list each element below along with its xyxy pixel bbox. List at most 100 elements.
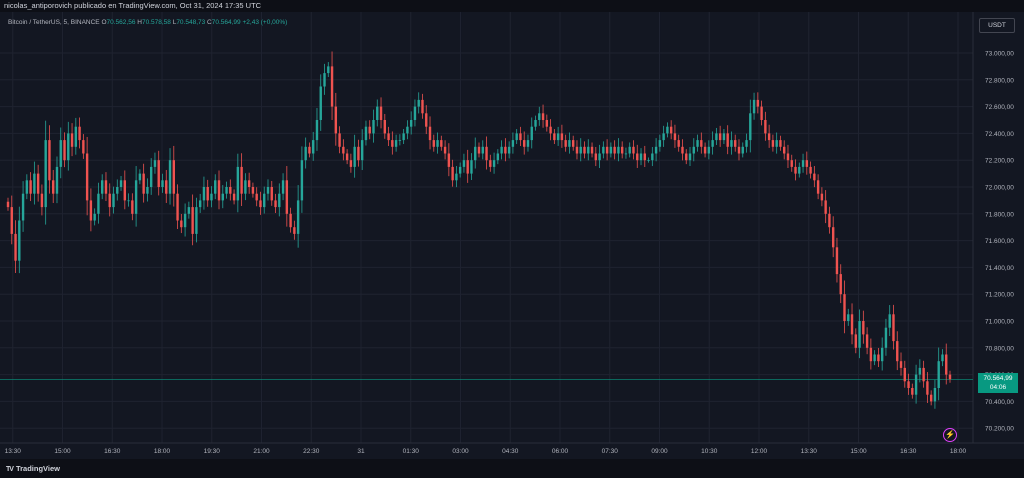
candle-body	[161, 180, 164, 187]
candle-body	[131, 200, 134, 214]
candle-body	[259, 200, 262, 208]
publisher-text: nicolas_antiporovich publicado en Tradin…	[4, 1, 262, 10]
candle-body	[669, 126, 673, 134]
candle-body	[632, 146, 635, 154]
candle-body	[157, 160, 160, 187]
currency-button[interactable]: USDT	[979, 18, 1015, 33]
time-axis[interactable]: 13:30 15:00 16:30 18:00 19:30 21:00 22:30 31 01:…	[5, 448, 967, 455]
candle-body	[760, 106, 763, 120]
candle-body	[530, 126, 533, 141]
candle-body	[911, 388, 914, 395]
candle-body	[413, 106, 417, 120]
candle-body	[568, 140, 571, 147]
candle-body	[914, 374, 918, 395]
candle-body	[21, 193, 25, 221]
candle-body	[594, 153, 598, 161]
candle-body	[933, 388, 937, 402]
candle-body	[605, 146, 609, 154]
candle-body	[25, 180, 29, 194]
candle-body	[436, 140, 439, 147]
chart-grid	[0, 12, 1024, 444]
candle-body	[217, 180, 221, 201]
candle-body	[168, 160, 172, 194]
candle-body	[319, 86, 322, 120]
candle-body	[816, 180, 820, 194]
candle-body	[718, 133, 722, 141]
candle-body	[485, 146, 488, 161]
x-tick-label: 12:00	[751, 448, 768, 455]
candle-body	[225, 187, 228, 194]
candle-body	[44, 140, 47, 208]
candle-body	[926, 381, 929, 395]
candle-body	[918, 367, 922, 375]
candle-body	[428, 126, 432, 141]
candle-body	[692, 146, 695, 154]
x-tick-label: 22:30	[303, 448, 320, 455]
tradingview-logo[interactable]: TV TradingView	[6, 464, 60, 473]
y-tick-label: 72.800,00	[985, 77, 1014, 84]
candle-body	[67, 133, 70, 161]
candle-body	[703, 146, 707, 154]
candle-body	[176, 193, 179, 221]
candle-body	[210, 193, 213, 201]
close-label: C	[207, 19, 212, 26]
candle-body	[398, 140, 402, 141]
candle-body	[474, 146, 477, 161]
candle-body	[149, 166, 153, 187]
y-tick-label: 70.200,00	[985, 426, 1014, 433]
y-tick-label: 71.600,00	[985, 238, 1014, 245]
candle-body	[651, 153, 654, 161]
candle-body	[74, 126, 78, 147]
candle-body	[628, 146, 631, 154]
candle-body	[673, 133, 677, 141]
candle-body	[82, 140, 85, 154]
candle-body	[36, 173, 40, 194]
candle-body	[206, 187, 209, 201]
candle-body	[831, 227, 835, 248]
candle-body	[93, 213, 96, 221]
candle-body	[873, 354, 876, 362]
candle-body	[421, 99, 424, 114]
logo-text: TradingView	[15, 464, 60, 473]
candle-body	[451, 166, 454, 181]
candle-body	[722, 133, 726, 141]
candle-body	[523, 140, 526, 147]
candle-body	[112, 193, 115, 208]
x-tick-label: 13:30	[801, 448, 818, 455]
candle-body	[854, 334, 857, 348]
candle-body	[119, 180, 123, 187]
candle-body	[560, 133, 564, 141]
lightning-icon[interactable]: ⚡	[943, 428, 957, 442]
candle-body	[790, 160, 793, 167]
candle-body	[138, 173, 142, 181]
candle-body	[801, 160, 805, 167]
candle-body	[123, 180, 127, 201]
candle-body	[244, 180, 247, 194]
candle-body	[511, 140, 515, 147]
y-tick-label: 73.000,00	[985, 51, 1014, 58]
y-tick-label: 72.200,00	[985, 158, 1014, 165]
candle-body	[688, 153, 692, 161]
candle-body	[696, 140, 699, 147]
candle-body	[639, 153, 643, 161]
candle-body	[767, 133, 771, 141]
candle-body	[771, 140, 775, 147]
candle-body	[270, 187, 273, 201]
candle-body	[929, 394, 933, 402]
symbol-name[interactable]: Bitcoin / TetherUS, 5, BINANCE	[8, 19, 100, 26]
candle-body	[172, 160, 175, 194]
candle-body	[391, 140, 394, 147]
candle-body	[752, 99, 756, 114]
x-tick-label: 16:30	[104, 448, 121, 455]
candle-body	[146, 187, 149, 194]
candle-body	[579, 146, 582, 154]
candle-body	[402, 133, 405, 141]
candle-body	[6, 201, 10, 208]
candle-body	[33, 173, 36, 194]
candle-body	[865, 334, 869, 348]
candle-body	[481, 146, 484, 154]
candle-body	[805, 160, 809, 167]
x-tick-label: 13:30	[5, 448, 22, 455]
